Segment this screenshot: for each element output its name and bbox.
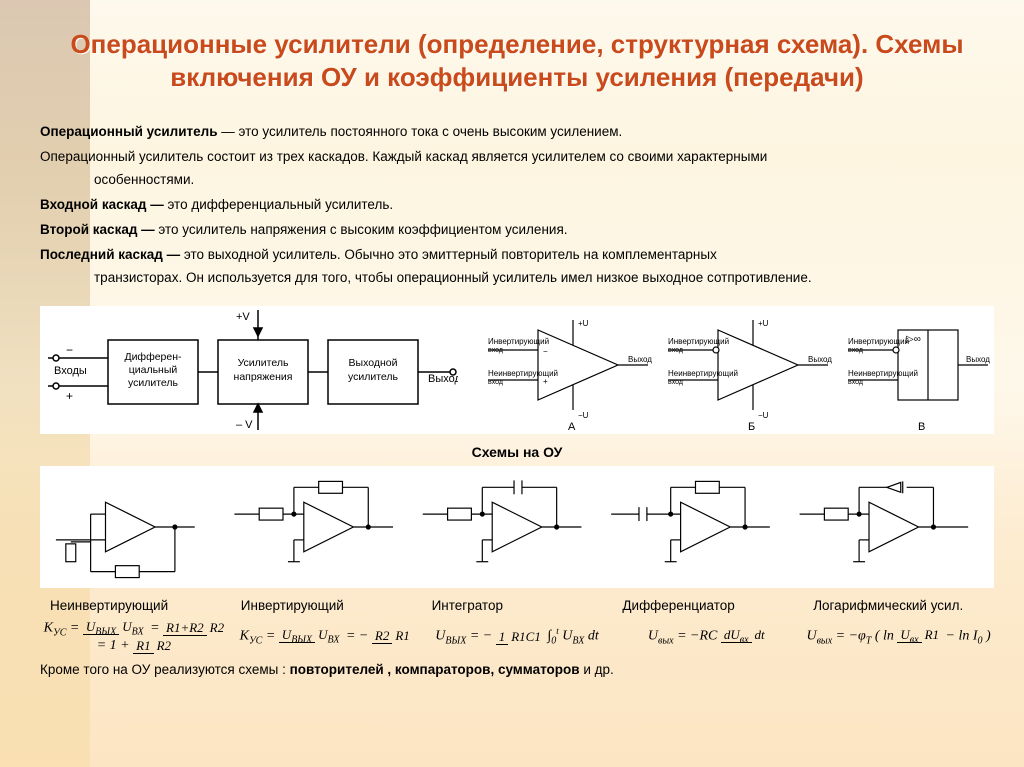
- svg-text:Выход: Выход: [628, 355, 652, 364]
- svg-text:+U: +U: [758, 319, 769, 328]
- svg-text:C1: C1: [635, 496, 646, 506]
- svg-text:+U: +U: [578, 319, 589, 328]
- svg-text:Выходной: Выходной: [349, 357, 398, 369]
- svg-text:Выход: Выход: [808, 355, 832, 364]
- svg-text:– V: – V: [236, 419, 253, 430]
- svg-text:вход: вход: [488, 347, 503, 354]
- svg-text:+: +: [543, 377, 548, 386]
- svg-text:VD1: VD1: [917, 472, 934, 481]
- svg-text:+V: +V: [236, 311, 250, 323]
- svg-text:R1: R1: [119, 555, 130, 565]
- svg-text:усилитель: усилитель: [348, 371, 399, 383]
- page-title: Операционные усилители (определение, стр…: [40, 28, 994, 93]
- svg-text:Uвых: Uвых: [943, 514, 966, 524]
- svg-text:+: +: [66, 389, 73, 403]
- svg-text:вход: вход: [848, 379, 863, 386]
- svg-text:R1: R1: [451, 498, 462, 508]
- svg-text:напряжения: напряжения: [234, 371, 293, 383]
- svg-text:вход: вход: [668, 379, 683, 386]
- svg-text:Uвых: Uвых: [170, 514, 193, 524]
- svg-text:DA1: DA1: [507, 558, 524, 568]
- circuit-diagrams-row: Uвх Uвых R1 R2 −+ R1 Uвх Uвых R2: [40, 466, 994, 588]
- opamp-symbol-variants: −+ Инвертирующийвход Неинвертирующийвход…: [478, 310, 998, 430]
- svg-text:R1: R1: [262, 498, 273, 508]
- svg-text:Uвх: Uвх: [236, 502, 252, 512]
- svg-text:−U: −U: [758, 411, 769, 420]
- circuit-names: Неинвертирующий Инвертирующий Интегратор…: [40, 598, 994, 613]
- svg-text:Инвертирующий: Инвертирующий: [488, 337, 549, 346]
- svg-text:вход: вход: [848, 347, 863, 354]
- svg-text:Uвх: Uвх: [802, 502, 818, 512]
- definitions-block: Операционный усилитель — это усилитель п…: [40, 121, 994, 290]
- svg-text:−U: −U: [578, 411, 589, 420]
- svg-text:Uвх: Uвх: [425, 502, 441, 512]
- svg-text:Uвх: Uвх: [58, 527, 74, 537]
- block-diagram: Входы +V – V Выход − +: [48, 310, 458, 430]
- svg-text:Неинвертирующий: Неинвертирующий: [848, 369, 918, 378]
- svg-text:−: −: [543, 347, 548, 356]
- svg-text:Инвертирующий: Инвертирующий: [668, 337, 729, 346]
- svg-text:Дифферен-: Дифферен-: [124, 351, 182, 363]
- svg-text:R2: R2: [56, 561, 67, 571]
- svg-text:Выход: Выход: [966, 355, 990, 364]
- svg-text:Усилитель: Усилитель: [238, 357, 289, 369]
- svg-text:вход: вход: [488, 379, 503, 386]
- formulas: KУС = UВЫХUВХ = R1+R2R2 = 1 + R1R2 KУС =…: [40, 619, 994, 655]
- svg-text:Б: Б: [748, 421, 755, 430]
- svg-text:В: В: [918, 421, 925, 430]
- svg-text:Неинвертирующий: Неинвертирующий: [668, 369, 738, 378]
- svg-text:Входы: Входы: [54, 365, 87, 377]
- svg-text:Uвых: Uвых: [368, 514, 391, 524]
- svg-text:А: А: [568, 421, 576, 430]
- footer-note: Кроме того на ОУ реализуются схемы : пов…: [40, 662, 994, 677]
- svg-text:R2: R2: [698, 472, 709, 481]
- svg-text:C1: C1: [510, 472, 521, 480]
- svg-text:Uвх: Uвх: [613, 502, 629, 512]
- svg-text:R1: R1: [827, 498, 838, 508]
- svg-text:DA1: DA1: [695, 558, 712, 568]
- svg-text:усилитель: усилитель: [128, 377, 179, 389]
- svg-text:R2: R2: [322, 472, 333, 481]
- svg-text:вход: вход: [668, 347, 683, 354]
- svg-text:Неинвертирующий: Неинвертирующий: [488, 369, 558, 378]
- circuits-subtitle: Схемы на ОУ: [40, 444, 994, 460]
- svg-text:−: −: [66, 343, 73, 357]
- svg-text:циальный: циальный: [129, 364, 178, 376]
- svg-text:Uвых: Uвых: [557, 514, 580, 524]
- svg-text:DA1: DA1: [319, 558, 336, 568]
- svg-text:Инвертирующий: Инвертирующий: [848, 337, 909, 346]
- svg-text:Uвых: Uвых: [745, 514, 768, 524]
- svg-text:DA1: DA1: [884, 558, 901, 568]
